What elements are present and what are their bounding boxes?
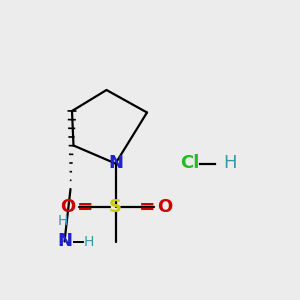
Text: =: = [139,197,155,217]
Text: N: N [108,154,123,172]
Text: Cl: Cl [180,154,200,172]
Text: H: H [224,154,237,172]
Text: N: N [57,232,72,250]
Text: O: O [158,198,172,216]
Text: O: O [60,198,75,216]
Text: H: H [84,235,94,248]
Text: H: H [58,214,68,228]
Text: S: S [109,198,122,216]
Text: =: = [77,197,94,217]
